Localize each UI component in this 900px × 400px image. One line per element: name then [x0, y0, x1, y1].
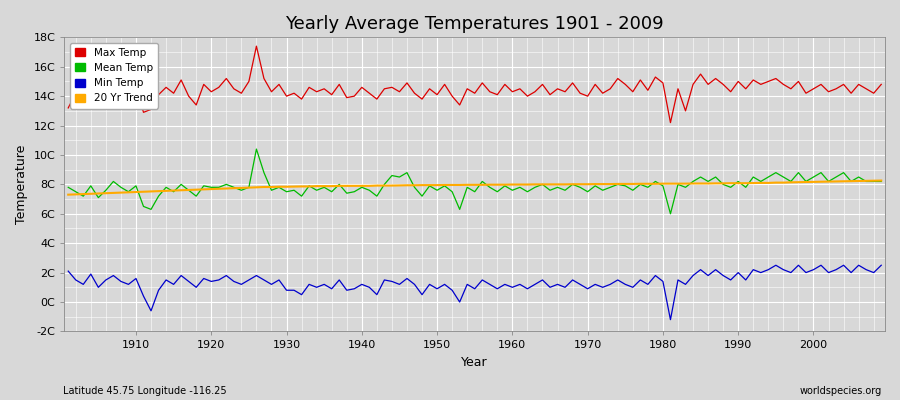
Text: worldspecies.org: worldspecies.org	[800, 386, 882, 396]
Title: Yearly Average Temperatures 1901 - 2009: Yearly Average Temperatures 1901 - 2009	[285, 15, 664, 33]
Text: Latitude 45.75 Longitude -116.25: Latitude 45.75 Longitude -116.25	[63, 386, 227, 396]
Legend: Max Temp, Mean Temp, Min Temp, 20 Yr Trend: Max Temp, Mean Temp, Min Temp, 20 Yr Tre…	[69, 42, 158, 108]
Y-axis label: Temperature: Temperature	[15, 145, 28, 224]
X-axis label: Year: Year	[462, 356, 488, 369]
